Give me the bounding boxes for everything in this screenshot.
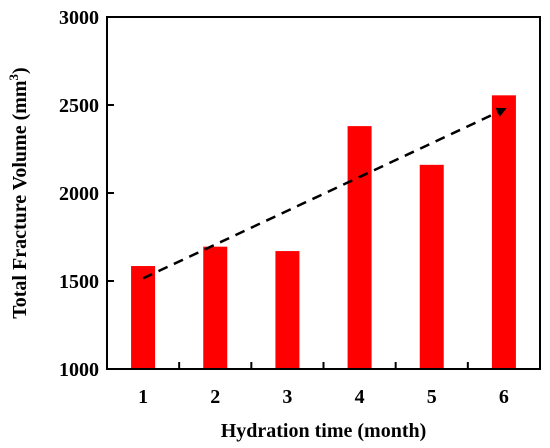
- bar-month-2: [203, 246, 228, 369]
- bar-month-5: [419, 164, 444, 369]
- x-axis-label: Hydration time (month): [221, 420, 427, 442]
- y-axis-label-sup: 3: [6, 73, 21, 80]
- x-tick-label: 6: [499, 386, 509, 408]
- y-tick-label: 1500: [59, 271, 99, 293]
- bar-month-4: [347, 126, 372, 370]
- x-tick-label: 3: [282, 386, 292, 408]
- trend-arrow: [142, 107, 507, 280]
- y-tick-label: 1000: [59, 359, 99, 381]
- y-tick-label: 2000: [59, 183, 99, 205]
- y-tick-label: 3000: [59, 7, 99, 29]
- x-tick-label: 5: [427, 386, 437, 408]
- x-tick-label: 2: [210, 386, 220, 408]
- bar-month-3: [275, 251, 300, 369]
- y-axis-label: Total Fracture Volume (mm3): [6, 67, 31, 318]
- plot-frame: [106, 16, 541, 370]
- y-axis-label-close: ): [9, 67, 31, 74]
- x-tick-label: 1: [138, 386, 148, 408]
- x-tick-label: 4: [355, 386, 365, 408]
- bar-month-1: [131, 266, 156, 369]
- y-tick-label: 2500: [59, 95, 99, 117]
- bar-month-6: [491, 95, 516, 369]
- y-axis-label-main: Total Fracture Volume (mm: [9, 80, 31, 319]
